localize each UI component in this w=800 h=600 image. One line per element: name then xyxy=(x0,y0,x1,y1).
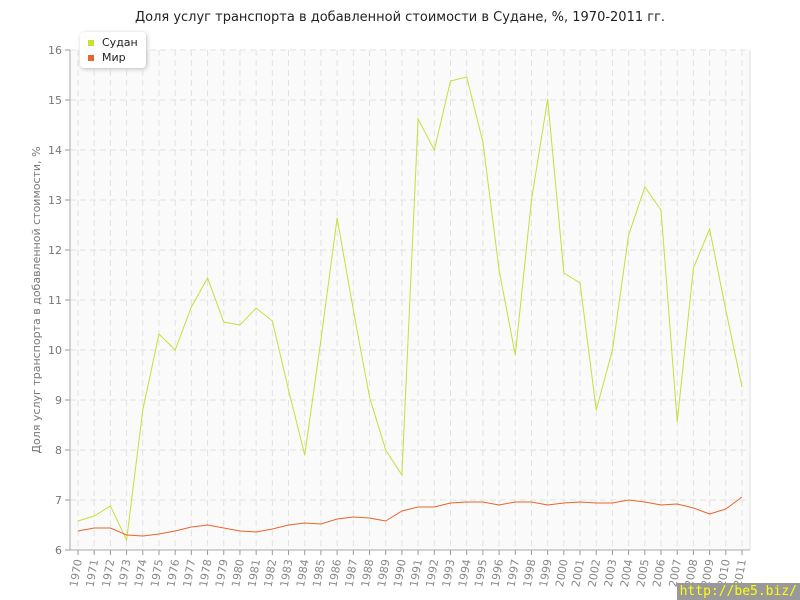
x-tick-label: 1972 xyxy=(100,558,118,588)
x-tick-label: 2011 xyxy=(731,558,749,588)
legend-label: Мир xyxy=(102,51,126,64)
x-tick-label: 1984 xyxy=(294,558,312,588)
legend-swatch xyxy=(88,39,94,46)
x-tick-label: 1970 xyxy=(67,558,85,588)
x-tick-label: 1992 xyxy=(424,558,442,588)
y-tick-label: 16 xyxy=(48,44,62,57)
series-line-sudan xyxy=(77,76,743,542)
legend-item-world[interactable]: Мир xyxy=(88,50,138,65)
x-tick-label: 1973 xyxy=(116,558,134,588)
x-tick-label: 1981 xyxy=(245,558,263,588)
legend-swatch xyxy=(88,54,94,61)
x-tick-label: 1997 xyxy=(505,558,523,588)
x-tick-label: 2010 xyxy=(715,558,733,588)
y-tick-label: 15 xyxy=(48,94,62,107)
x-tick-label: 1971 xyxy=(83,558,101,588)
x-tick-label: 2005 xyxy=(634,558,652,588)
x-tick-label: 1994 xyxy=(456,558,474,588)
x-tick-label: 1999 xyxy=(537,558,555,588)
x-tick-label: 1987 xyxy=(343,558,361,588)
chart-title: Доля услуг транспорта в добавленной стои… xyxy=(134,10,666,25)
y-tick-label: 11 xyxy=(48,294,62,307)
legend: Судан Мир xyxy=(80,32,146,68)
y-tick-label: 12 xyxy=(48,244,62,257)
x-tick-label: 1974 xyxy=(132,558,150,588)
y-axis-label: Доля услуг транспорта в добавленной стои… xyxy=(30,146,43,453)
x-tick-label: 1982 xyxy=(262,558,280,588)
series-line-world xyxy=(77,496,743,537)
x-tick-label: 2007 xyxy=(667,558,685,588)
x-tick-label: 2001 xyxy=(569,558,587,588)
x-tick-label: 1998 xyxy=(521,558,539,588)
x-tick-label: 2002 xyxy=(586,558,604,588)
x-tick-label: 1991 xyxy=(407,558,425,588)
x-tick-label: 1986 xyxy=(326,558,344,588)
x-tick-label: 1978 xyxy=(197,558,215,588)
x-tick-label: 2006 xyxy=(650,558,668,588)
x-tick-label: 2000 xyxy=(553,558,571,588)
x-tick-label: 1977 xyxy=(181,558,199,588)
x-tick-label: 1990 xyxy=(391,558,409,588)
x-tick-label: 2003 xyxy=(602,558,620,588)
x-tick-label: 2004 xyxy=(618,558,636,588)
y-tick-label: 6 xyxy=(55,544,62,557)
x-tick-label: 2009 xyxy=(699,558,717,588)
x-tick-label: 1985 xyxy=(310,558,328,588)
y-tick-label: 14 xyxy=(48,144,62,157)
legend-label: Судан xyxy=(102,36,138,49)
x-tick-label: 2008 xyxy=(683,558,701,588)
x-tick-label: 1989 xyxy=(375,558,393,588)
x-tick-label: 1995 xyxy=(472,558,490,588)
y-tick-label: 13 xyxy=(48,194,62,207)
y-tick-label: 7 xyxy=(55,494,62,507)
y-tick-label: 9 xyxy=(55,394,62,407)
x-tick-label: 1980 xyxy=(229,558,247,588)
x-tick-label: 1996 xyxy=(488,558,506,588)
x-tick-label: 1976 xyxy=(164,558,182,588)
x-tick-label: 1993 xyxy=(440,558,458,588)
y-tick-label: 10 xyxy=(48,344,62,357)
x-tick-label: 1983 xyxy=(278,558,296,588)
x-tick-label: 1988 xyxy=(359,558,377,588)
x-tick-label: 1975 xyxy=(148,558,166,588)
y-tick-label: 8 xyxy=(55,444,62,457)
watermark[interactable]: http://be5.biz/ xyxy=(676,583,800,600)
x-tick-label: 1979 xyxy=(213,558,231,588)
legend-item-sudan[interactable]: Судан xyxy=(88,35,138,50)
